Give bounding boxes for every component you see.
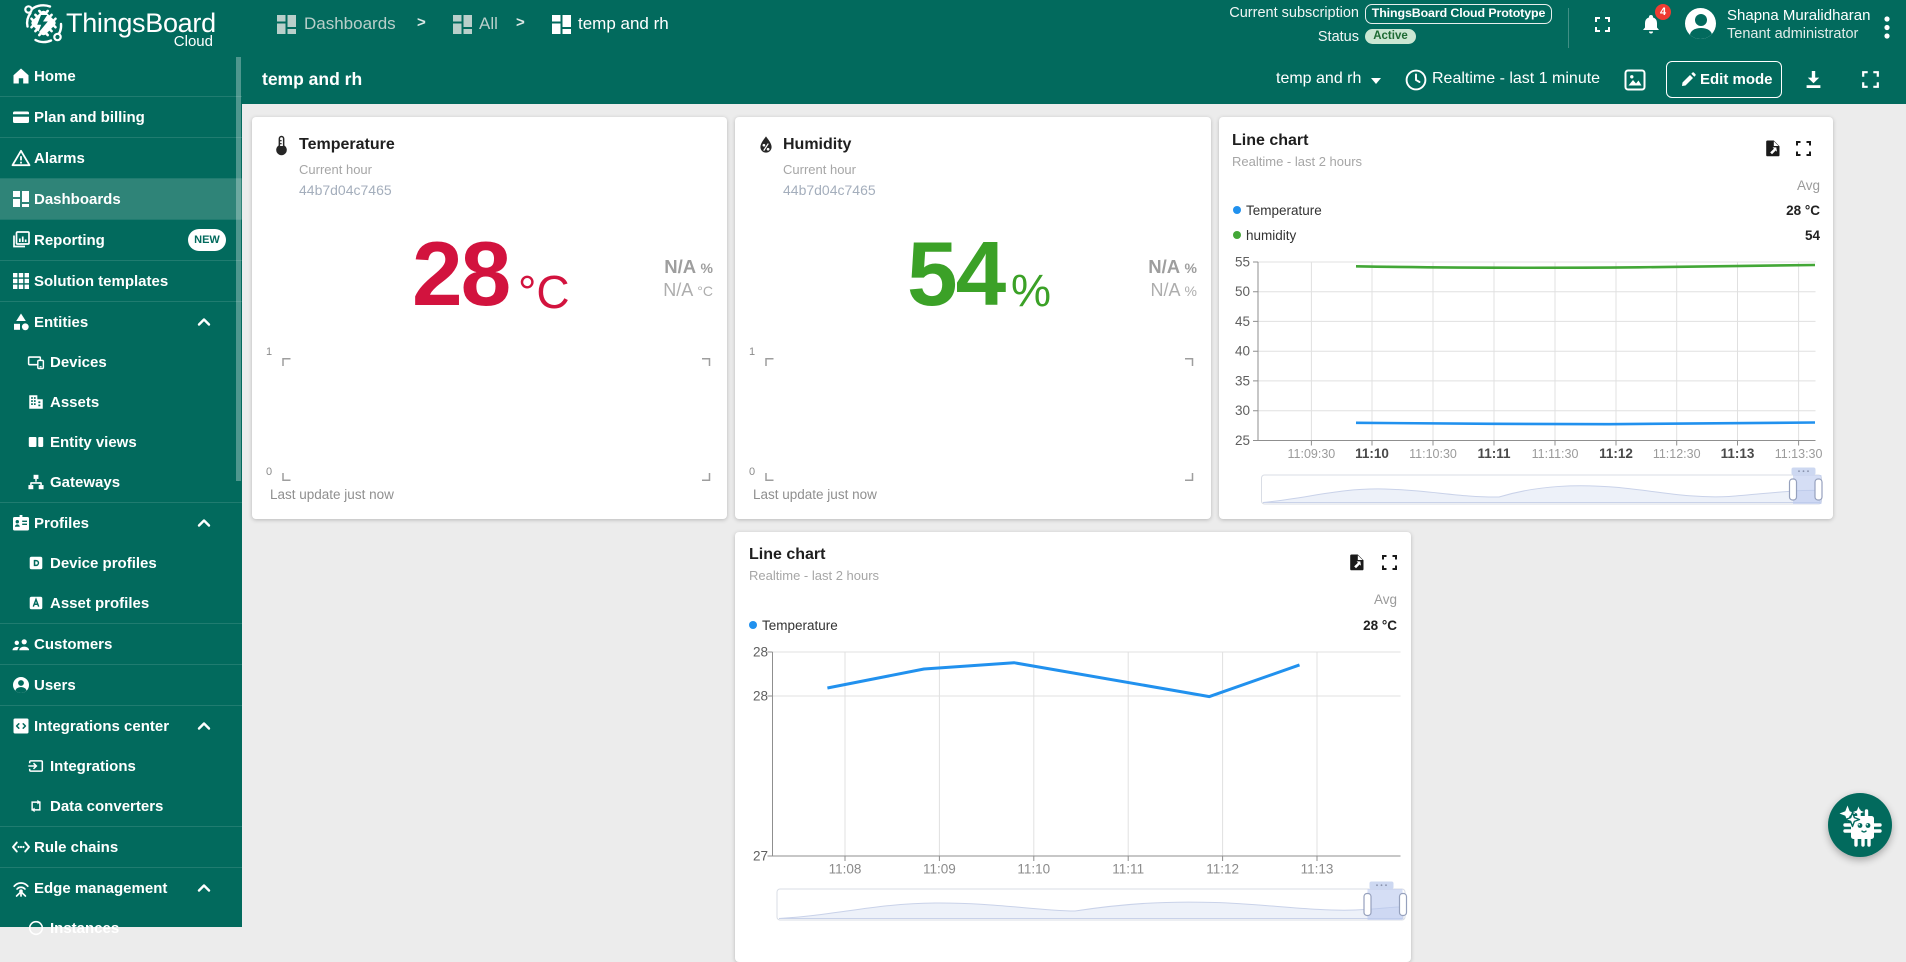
svg-text:11:10: 11:10 [1017,862,1050,877]
svg-text:11:08: 11:08 [829,862,862,877]
svg-text:11:12:30: 11:12:30 [1653,447,1701,461]
svg-text:55: 55 [1235,255,1250,270]
svg-text:30: 30 [1235,403,1250,418]
svg-text:11:13: 11:13 [1301,862,1334,877]
svg-text:11:13: 11:13 [1721,446,1755,461]
svg-text:28: 28 [753,645,768,660]
svg-text:11:11:30: 11:11:30 [1532,447,1579,461]
svg-text:35: 35 [1235,373,1250,388]
svg-text:11:10:30: 11:10:30 [1409,447,1457,461]
svg-text:28: 28 [753,689,768,704]
svg-text:40: 40 [1235,344,1250,359]
svg-text:11:11: 11:11 [1112,862,1144,877]
svg-text:11:13:30: 11:13:30 [1775,447,1823,461]
svg-text:45: 45 [1235,314,1250,329]
svg-text:11:09: 11:09 [923,862,956,877]
svg-text:11:12: 11:12 [1599,446,1633,461]
svg-text:50: 50 [1235,284,1250,299]
svg-text:11:12: 11:12 [1206,862,1239,877]
svg-text:25: 25 [1235,433,1250,448]
svg-text:27: 27 [753,849,768,864]
svg-text:11:10: 11:10 [1355,446,1389,461]
svg-text:11:09:30: 11:09:30 [1288,447,1336,461]
svg-text:11:11: 11:11 [1477,446,1511,461]
